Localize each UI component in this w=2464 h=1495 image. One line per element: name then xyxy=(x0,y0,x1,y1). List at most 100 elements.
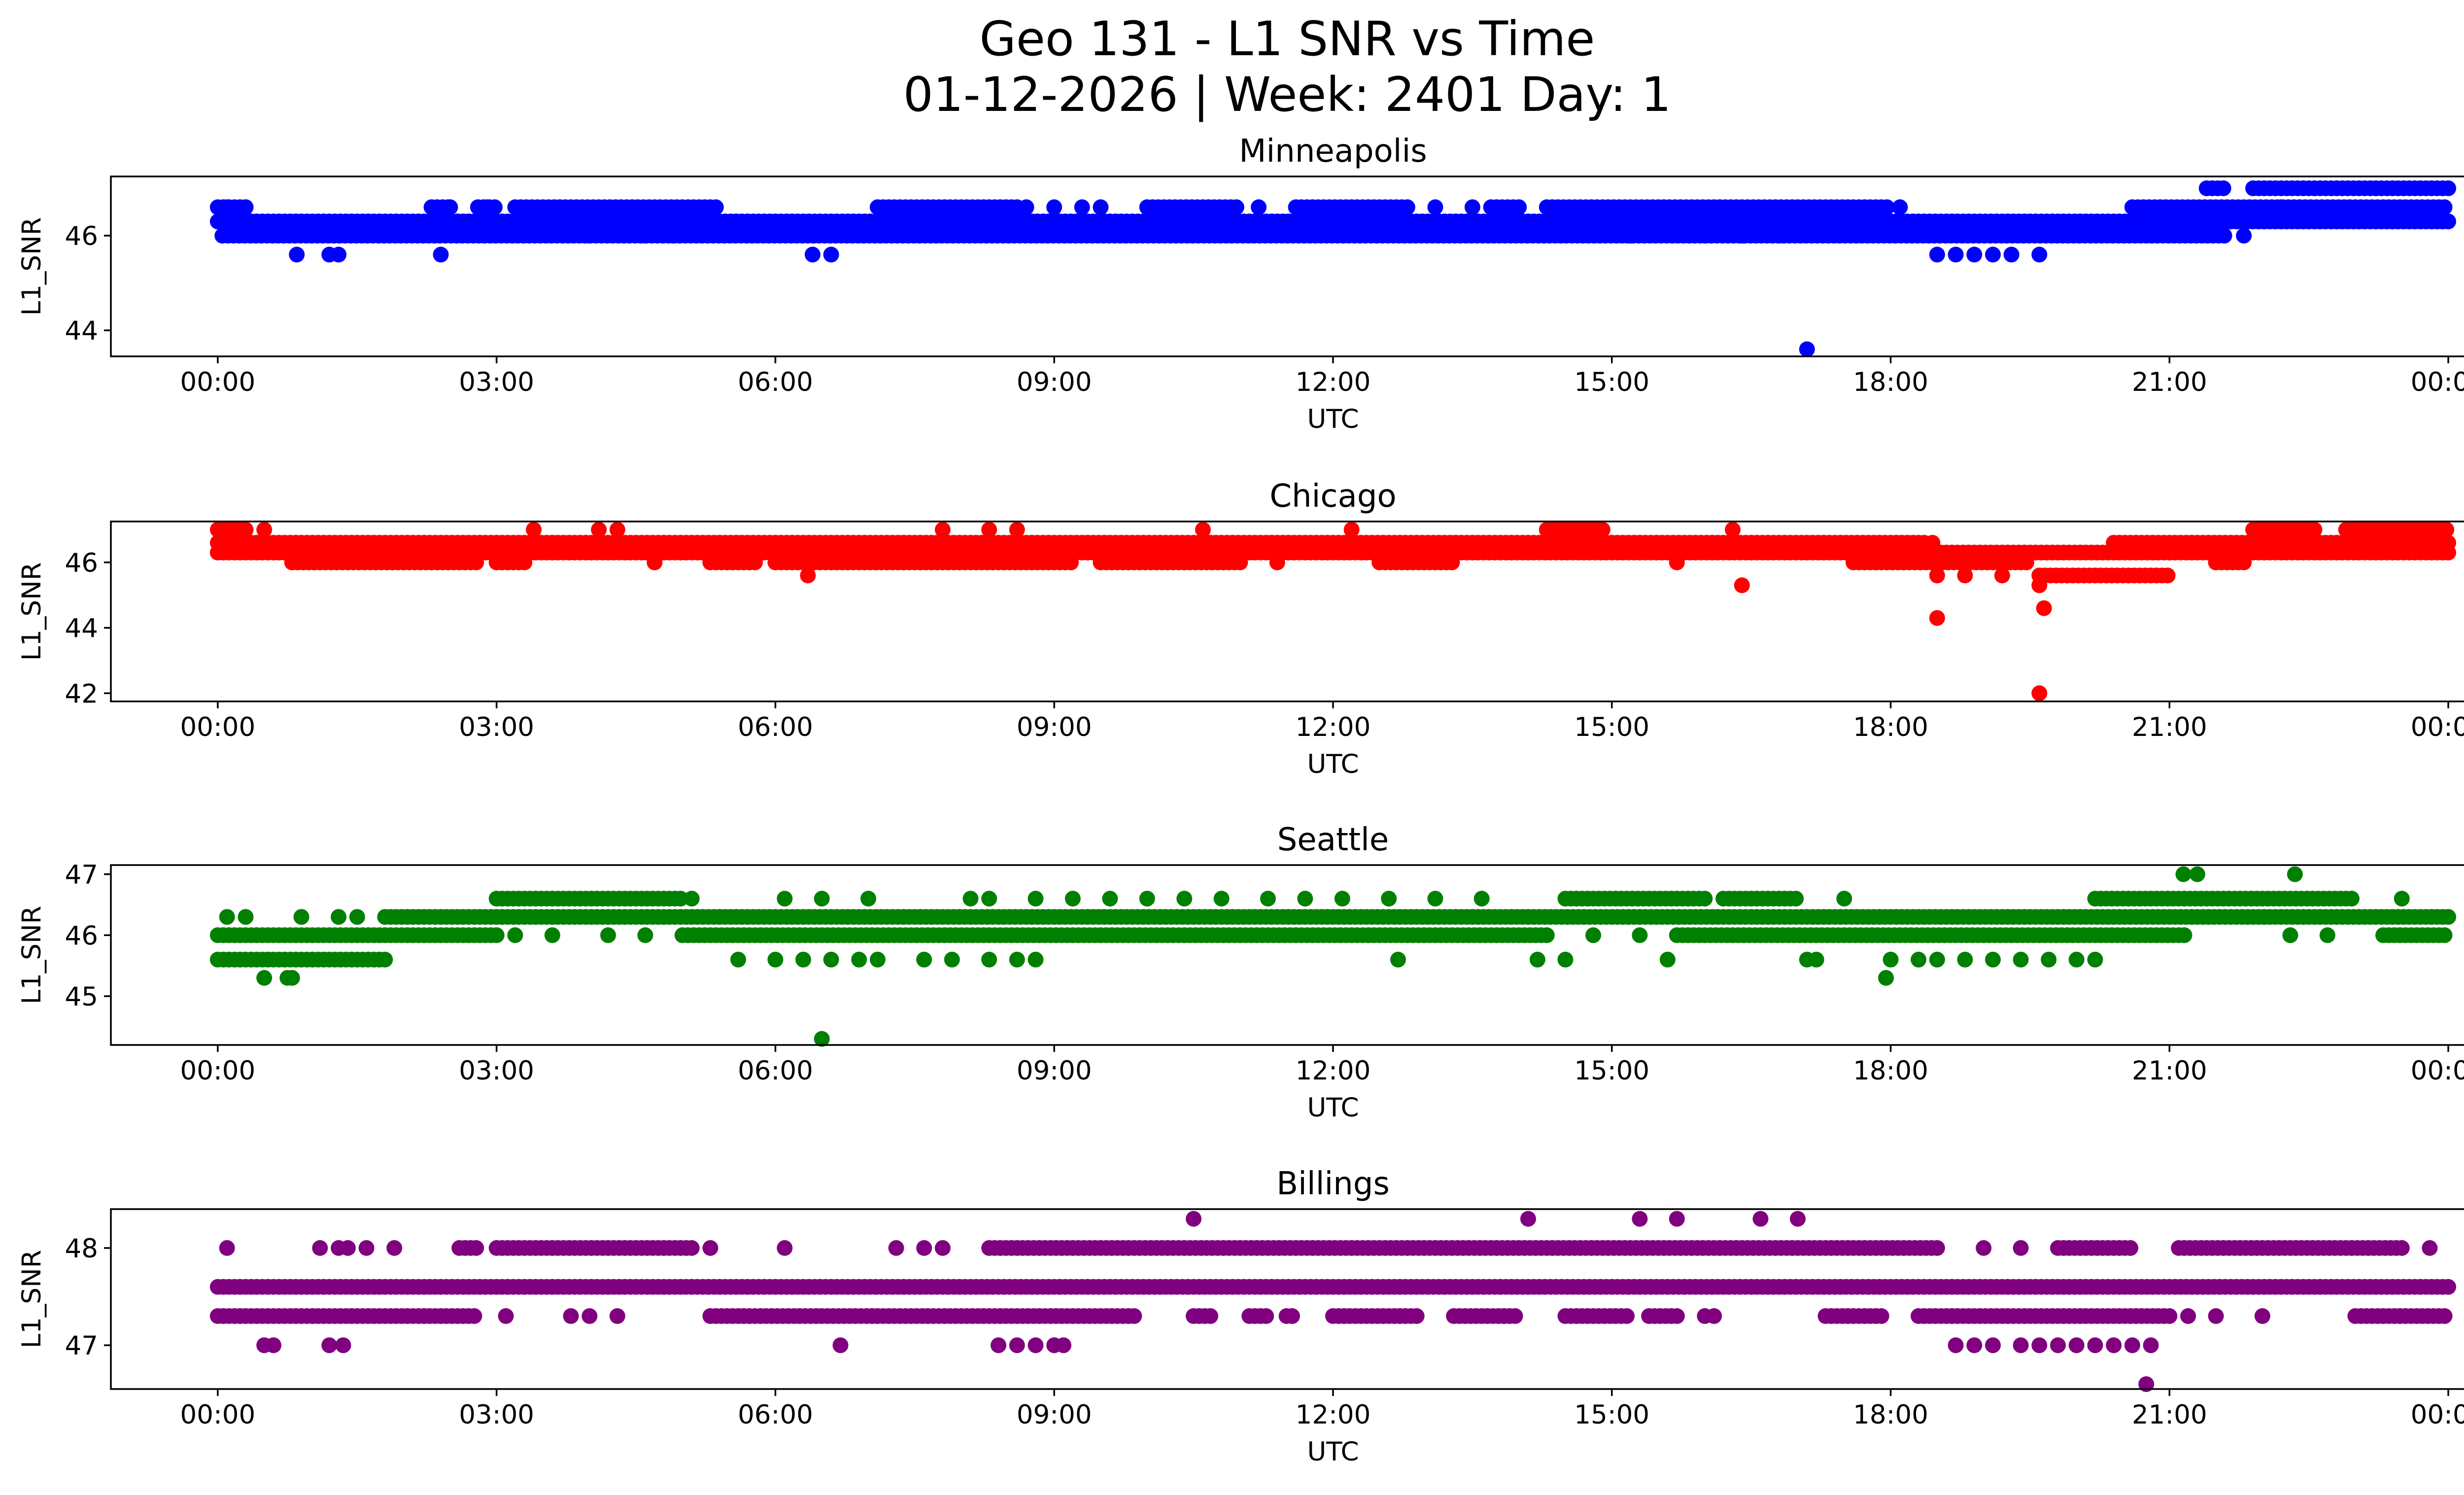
data-point xyxy=(708,199,724,215)
data-point xyxy=(991,1337,1007,1354)
markers-minneapolis xyxy=(209,180,2457,357)
data-point xyxy=(767,951,784,968)
data-point xyxy=(981,891,997,907)
data-point xyxy=(1966,1337,1983,1354)
data-point xyxy=(1985,1337,2001,1354)
data-point xyxy=(331,909,347,925)
data-point xyxy=(1957,567,1973,584)
data-point xyxy=(1027,951,1044,968)
data-point xyxy=(1622,228,1639,244)
data-point xyxy=(1473,891,1490,907)
data-point xyxy=(2087,1337,2103,1354)
data-point xyxy=(1093,199,1109,215)
data-point xyxy=(1966,246,1983,263)
data-point xyxy=(814,891,830,907)
data-point xyxy=(1139,891,1155,907)
data-point xyxy=(1334,891,1350,907)
x-tick-label: 06:00 xyxy=(738,712,813,742)
markers-seattle xyxy=(209,866,2457,1047)
x-tick-label: 21:00 xyxy=(2132,712,2207,742)
data-point xyxy=(2254,1308,2270,1324)
data-point xyxy=(1788,891,1804,907)
data-point xyxy=(609,1308,625,1324)
data-point xyxy=(1836,891,1852,907)
x-tick-label: 09:00 xyxy=(1017,367,1092,397)
data-point xyxy=(238,522,254,538)
data-point xyxy=(1929,610,1945,626)
data-point xyxy=(804,246,821,263)
data-point xyxy=(1213,891,1230,907)
subplot-chicago: Chicago 00:00 03:00 06:00 09:00 12:00 15:00 18:… xyxy=(17,478,2464,779)
data-point xyxy=(2215,180,2231,196)
figure-title-line-2: 01-12-2026 | Week: 2401 Day: 1 xyxy=(903,67,1672,123)
data-point xyxy=(284,970,300,986)
data-point xyxy=(2161,1308,2178,1324)
data-point xyxy=(2440,1279,2457,1295)
y-tick-label: 42 xyxy=(65,679,98,709)
subplot-seattle: Seattle 00:00 03:00 06:00 09:00 12:00 15:00 18:… xyxy=(17,822,2464,1123)
data-point xyxy=(609,522,625,538)
x-tick-label: 06:00 xyxy=(738,367,813,397)
x-tick-label: 18:00 xyxy=(1853,712,1928,742)
data-point xyxy=(219,199,235,215)
data-point xyxy=(851,951,867,968)
data-point xyxy=(1948,246,1964,263)
x-tick-label: 00:00 xyxy=(180,1056,256,1086)
data-point xyxy=(1878,970,1894,986)
x-tick-label: 21:00 xyxy=(2132,367,2207,397)
data-point xyxy=(1585,927,1602,943)
y-tick-label: 47 xyxy=(65,1331,98,1361)
data-point xyxy=(944,951,960,968)
data-point xyxy=(256,522,273,538)
subplots: Minneapolis 00:00 03:00 06:00 09:00 12:00 15:0… xyxy=(17,133,2464,1467)
data-point xyxy=(1957,951,1973,968)
data-point xyxy=(2319,199,2335,215)
subplot-title-chicago: Chicago xyxy=(1269,478,1396,515)
data-point xyxy=(442,199,458,215)
data-point xyxy=(1056,1337,1072,1354)
data-point xyxy=(1399,199,1415,215)
data-point xyxy=(1911,951,1927,968)
data-point xyxy=(2319,927,2335,943)
y-axis-label: L1_SNR xyxy=(17,562,47,661)
data-point xyxy=(2143,1337,2159,1354)
data-point xyxy=(1176,891,1193,907)
subplot-billings: Billings 00:00 03:00 06:00 09:00 12:00 15:00 18… xyxy=(17,1166,2464,1467)
x-tick-label: 18:00 xyxy=(1853,367,1928,397)
data-point xyxy=(2122,1240,2139,1256)
data-point xyxy=(1228,199,1244,215)
data-point xyxy=(1594,522,1610,538)
data-point xyxy=(238,199,254,215)
data-point xyxy=(591,522,607,538)
data-point xyxy=(1427,199,1443,215)
data-point xyxy=(600,927,616,943)
data-point xyxy=(358,1240,375,1256)
data-point xyxy=(479,199,495,215)
figure-title-line-1: Geo 131 - L1 SNR vs Time xyxy=(980,11,1595,67)
data-point xyxy=(962,891,979,907)
data-point xyxy=(507,927,523,943)
data-point xyxy=(2087,951,2103,968)
data-point xyxy=(2282,927,2298,943)
y-axis-label: L1_SNR xyxy=(17,217,47,316)
y-tick-label: 47 xyxy=(65,860,98,890)
data-point xyxy=(647,555,663,570)
data-point xyxy=(934,522,951,538)
data-point xyxy=(293,909,309,925)
x-tick-label: 12:00 xyxy=(1296,367,1371,397)
data-point xyxy=(1697,891,1713,907)
markers-chicago xyxy=(209,522,2457,701)
data-point xyxy=(916,1240,932,1256)
y-tick-label: 45 xyxy=(65,982,98,1012)
data-point xyxy=(349,909,365,925)
x-tick-label: 15:00 xyxy=(1574,367,1649,397)
data-point xyxy=(730,951,746,968)
data-point xyxy=(2180,1308,2196,1324)
data-point xyxy=(2189,866,2205,882)
data-point xyxy=(1297,891,1313,907)
x-tick-label: 00:00 xyxy=(180,367,256,397)
data-point xyxy=(1706,1308,1722,1324)
x-tick-label: 12:00 xyxy=(1296,1056,1371,1086)
data-point xyxy=(1258,1308,1274,1324)
data-point xyxy=(2422,1240,2438,1256)
